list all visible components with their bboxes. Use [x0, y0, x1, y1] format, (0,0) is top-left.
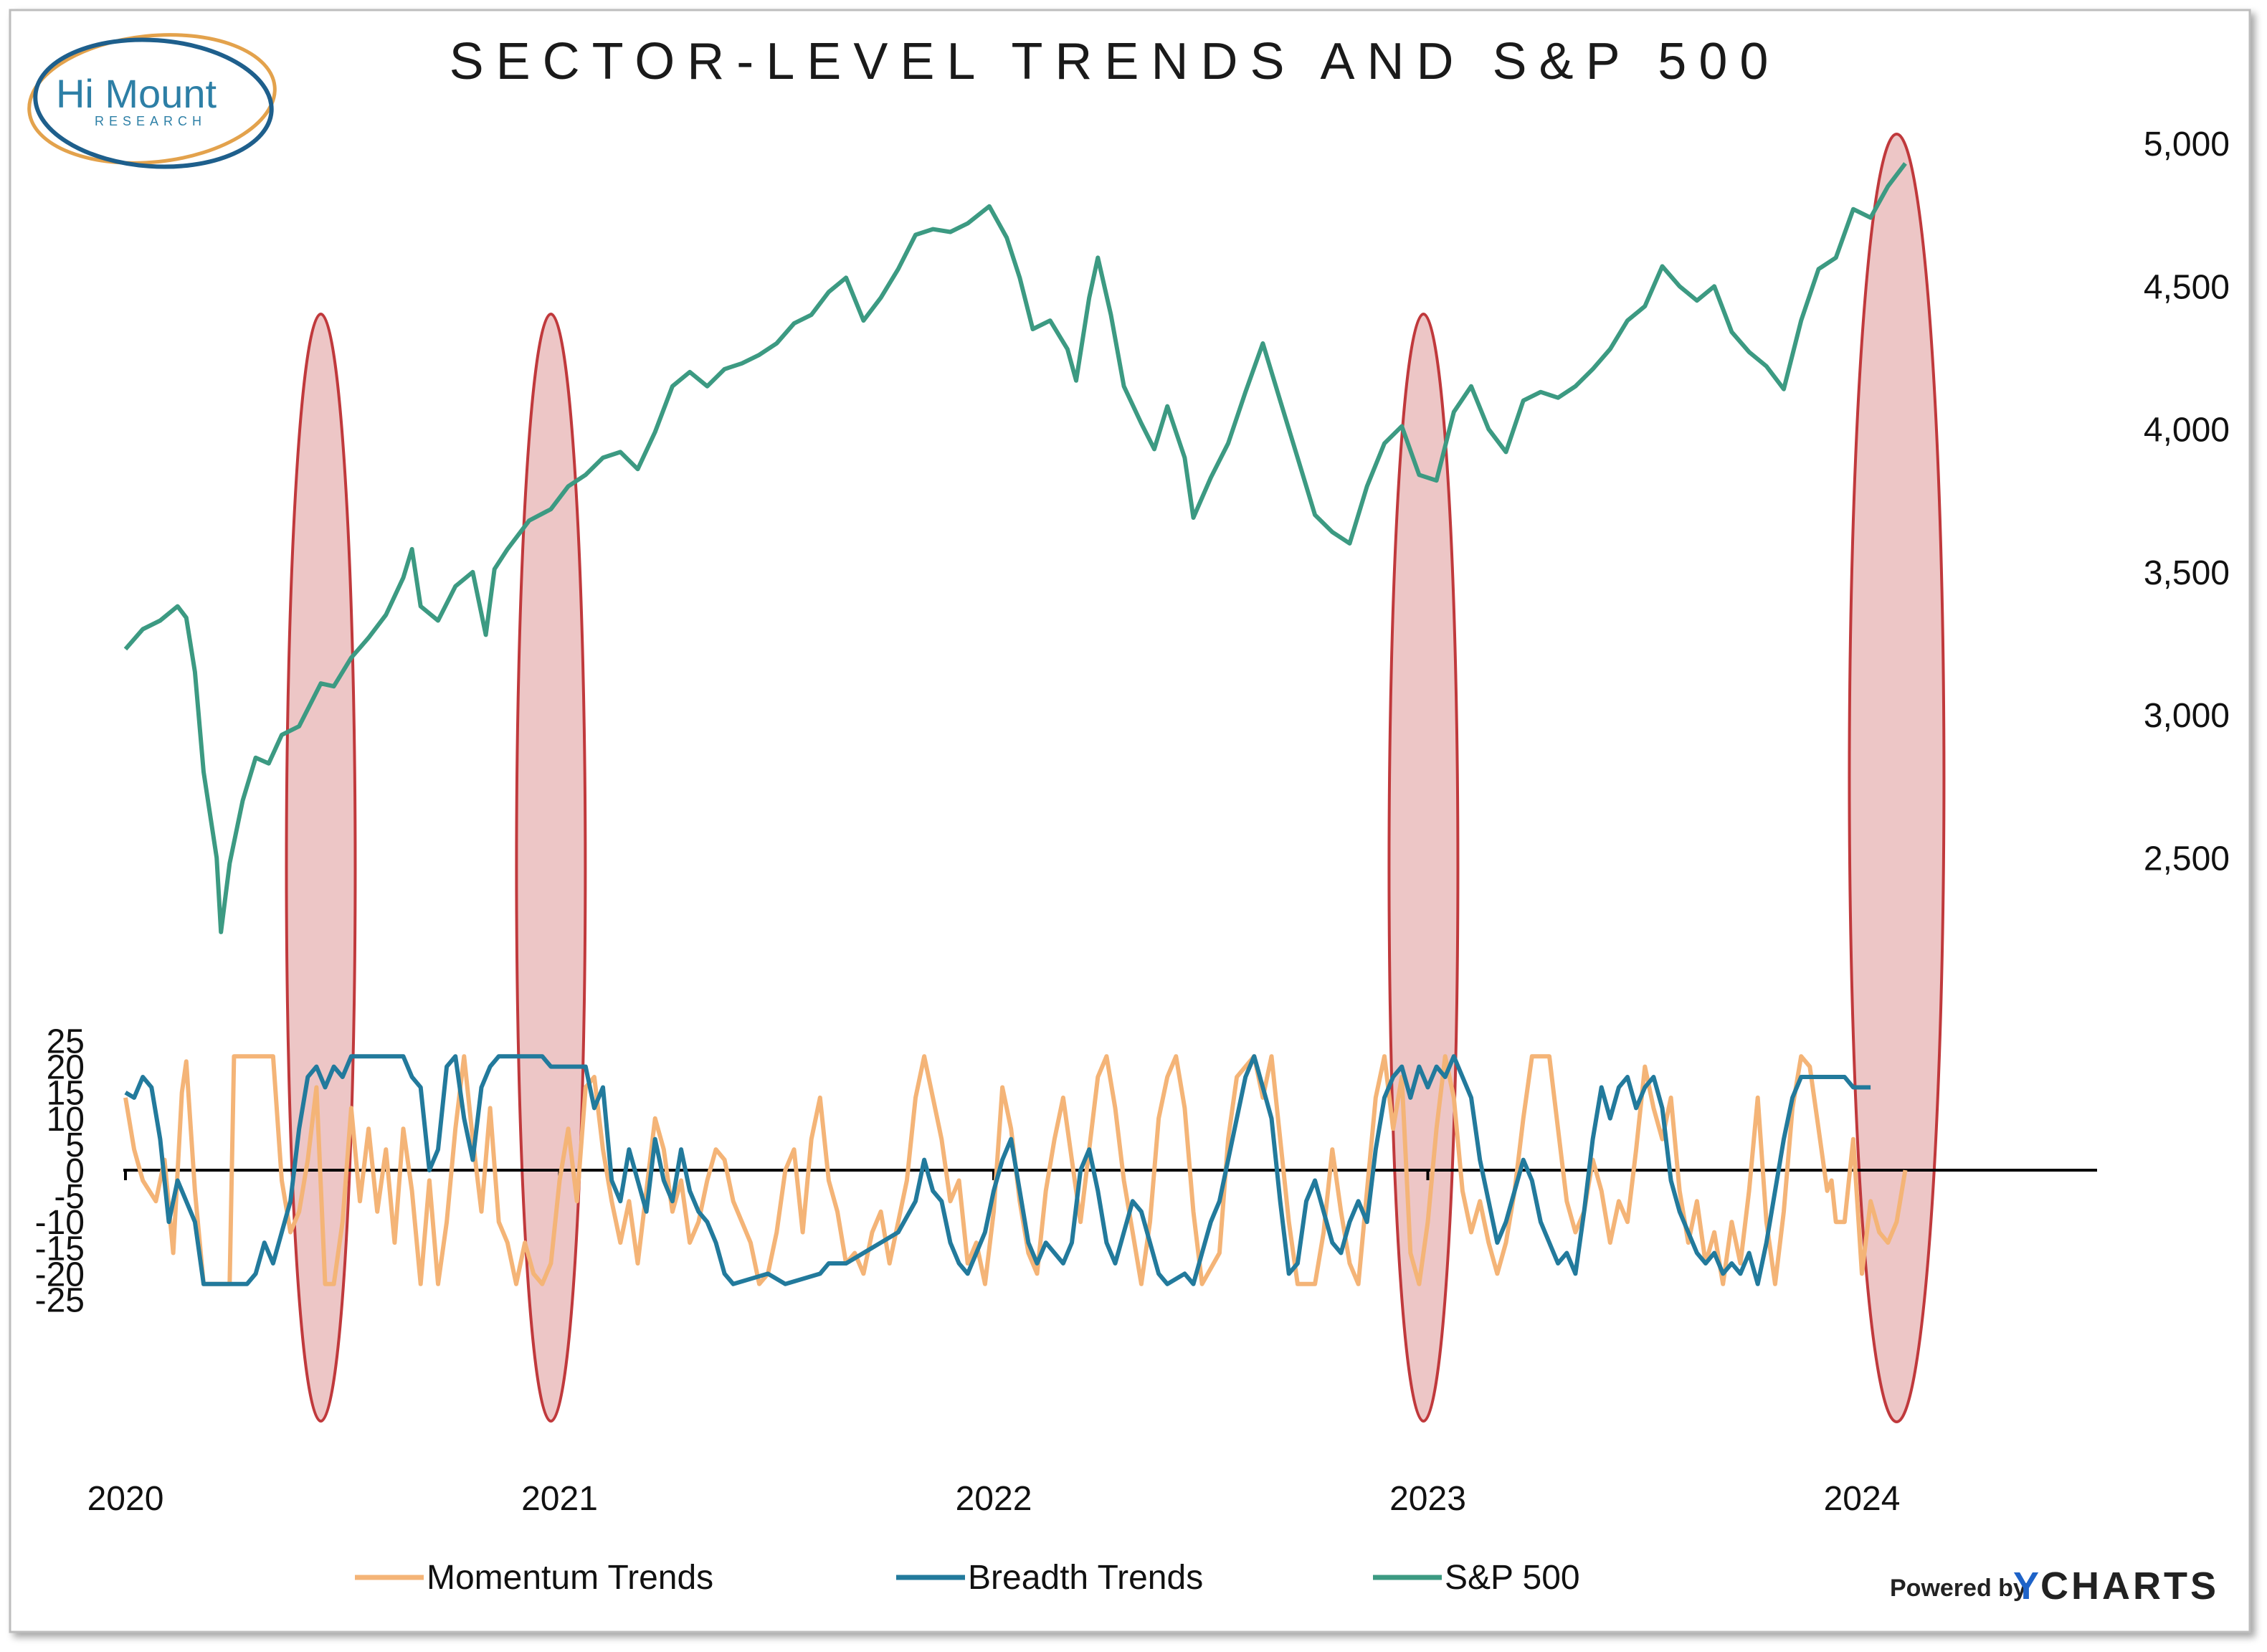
left-axis-tick-label: -5: [54, 1178, 85, 1216]
logo-name: Hi Mount: [56, 71, 217, 116]
x-axis-tick-label: 2021: [521, 1480, 598, 1518]
left-axis-tick-label: -10: [35, 1204, 85, 1242]
highlight-ellipses: [285, 133, 1946, 1423]
chart-title: SECTOR-LEVEL TRENDS AND S&P 500: [450, 33, 1781, 90]
legend: Momentum Trends Breadth Trends S&P 500: [355, 1559, 1580, 1597]
right-axis: 5,000 4,500 4,000 3,500 3,000 2,500: [2144, 125, 2230, 878]
left-axis-tick-label: 10: [47, 1101, 85, 1139]
right-axis-tick-label: 2,500: [2144, 840, 2230, 878]
ycharts-wordmark: CHARTS: [2040, 1565, 2219, 1608]
x-axis: 2020 2021 2022 2023 2024: [87, 1480, 1901, 1518]
legend-label: Breadth Trends: [968, 1559, 1203, 1597]
ycharts-brand: Powered by Y CHARTS: [1890, 1565, 2219, 1608]
logo-ring-orange: [27, 33, 277, 165]
highlight-ellipse: [285, 313, 357, 1423]
highlight-ellipse: [1848, 133, 1946, 1423]
left-axis-tick-label: -15: [35, 1230, 85, 1268]
left-axis-tick-label: 5: [65, 1126, 85, 1164]
logo-ring-blue: [33, 37, 274, 169]
left-axis-tick-label: 25: [47, 1023, 85, 1061]
hi-mount-logo: Hi Mount RESEARCH: [27, 33, 277, 169]
left-axis-tick-label: -25: [35, 1282, 85, 1320]
left-axis-tick-label: -20: [35, 1255, 85, 1293]
left-axis-tick-label: 15: [47, 1075, 85, 1113]
x-axis-tick-label: 2022: [956, 1480, 1032, 1518]
x-axis-tick-label: 2024: [1824, 1480, 1901, 1518]
left-axis-tick-label: 20: [47, 1049, 85, 1087]
ycharts-mark: Y: [2013, 1565, 2039, 1608]
series-breadth-trends-line: [124, 1054, 1871, 1286]
powered-by-label: Powered by: [1890, 1575, 2027, 1602]
x-axis-tick-label: 2023: [1389, 1480, 1466, 1518]
left-axis-tick-label: 0: [65, 1152, 85, 1190]
series-momentum-trends-line: [123, 1054, 1908, 1286]
legend-label: S&P 500: [1445, 1559, 1580, 1597]
right-axis-tick-label: 5,000: [2144, 125, 2230, 163]
right-axis-tick-label: 3,000: [2144, 697, 2230, 735]
right-axis-tick-label: 4,000: [2144, 412, 2230, 450]
right-axis-tick-label: 4,500: [2144, 268, 2230, 306]
legend-label: Momentum Trends: [427, 1559, 713, 1597]
right-axis-tick-label: 3,500: [2144, 554, 2230, 592]
x-axis-tick-label: 2020: [87, 1480, 164, 1518]
series-s-p-500-line: [123, 162, 1907, 934]
logo-sub: RESEARCH: [95, 114, 206, 128]
series-layer: [123, 162, 1908, 1286]
